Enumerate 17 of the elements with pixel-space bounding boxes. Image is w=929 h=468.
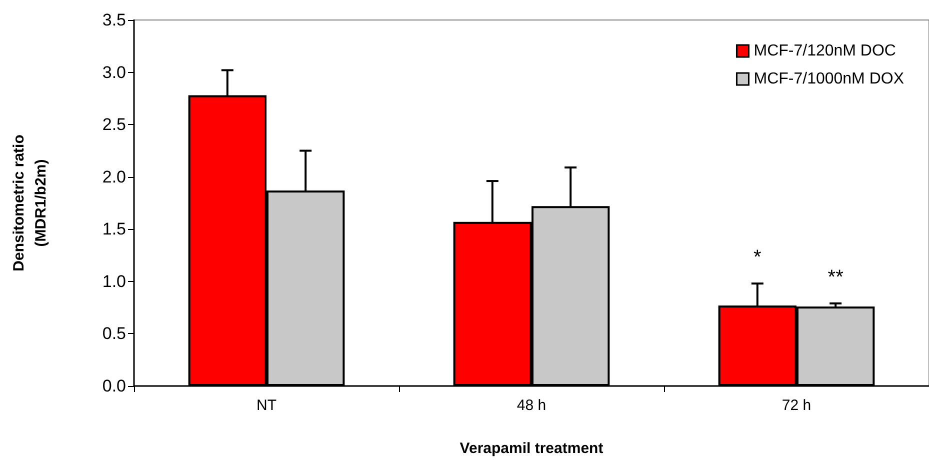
- y-tick-label: 0.0: [102, 376, 126, 396]
- y-tick-label: 0.5: [102, 324, 126, 344]
- x-axis-title: Verapamil treatment: [460, 440, 604, 457]
- x-tick-label: 48 h: [516, 397, 546, 414]
- annotation: *: [754, 246, 762, 269]
- y-tick-label: 1.5: [102, 220, 126, 239]
- y-tick-label: 3.5: [102, 10, 126, 30]
- legend-label: MCF-7/1000nM DOX: [754, 70, 904, 88]
- y-tick-label: 2.0: [102, 167, 126, 186]
- legend-label: MCF-7/120nM DOC: [754, 42, 896, 60]
- annotation: **: [828, 266, 844, 288]
- x-tick-label: 72 h: [782, 397, 812, 414]
- y-tick-label: 2.5: [102, 115, 126, 134]
- y-axis-title: Densitometric ratio (MDR1/b2m): [10, 134, 50, 272]
- x-tick-label: NT: [256, 397, 276, 414]
- y-tick-label: 3.0: [102, 62, 126, 82]
- y-tick-label: 1.0: [102, 272, 126, 291]
